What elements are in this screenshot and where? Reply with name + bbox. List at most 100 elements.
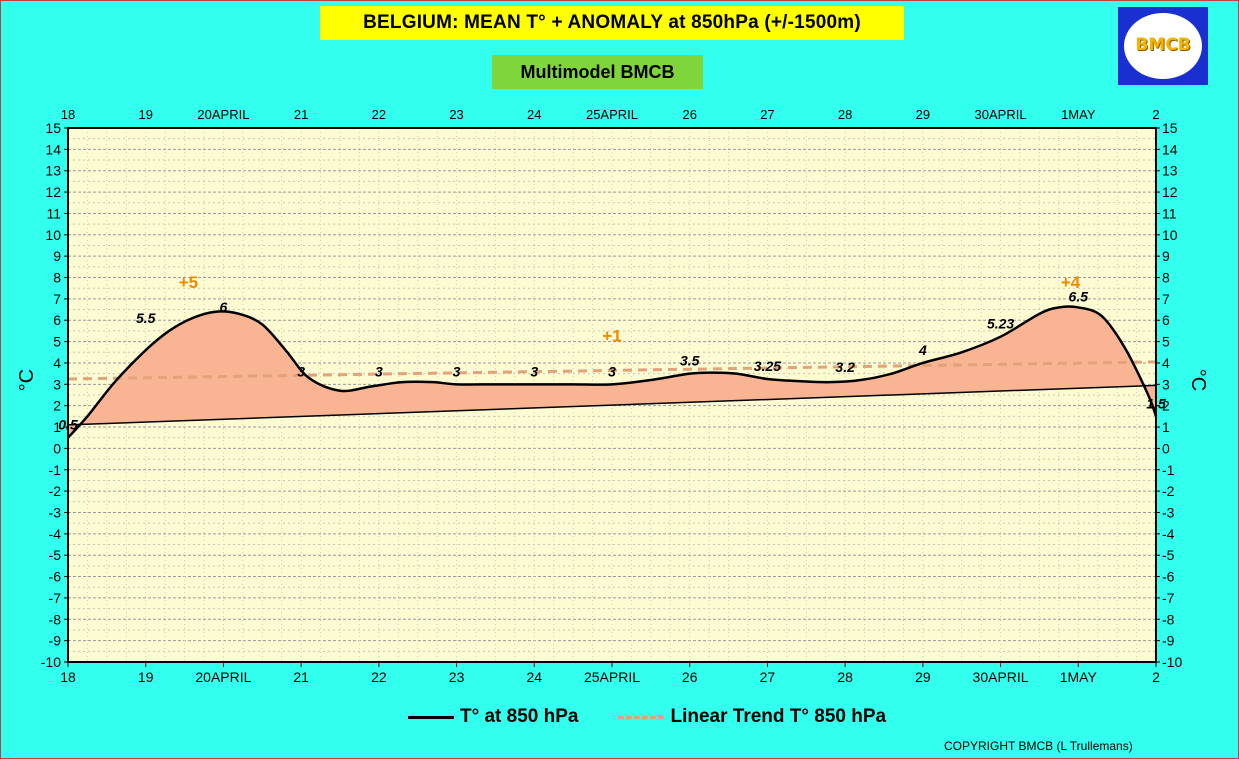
x-tick-label-bottom: 2: [1152, 669, 1160, 685]
x-tick-label-top: 21: [294, 107, 308, 122]
y-tick-label-left: 15: [45, 120, 61, 136]
x-tick-label-top: 26: [682, 107, 696, 122]
series-line-temperature: [67, 305, 1158, 439]
y-tick-label-right: 15: [1162, 120, 1178, 136]
data-labels: 0.5 5.5 6 3 3 3 3 3 3.5 3.25 3.2 4 5.23 6.5 1.5 +5 +1 +4: [58, 273, 1166, 433]
x-tick-label-bottom: 28: [837, 669, 853, 685]
y-tick-label-right: 12: [1162, 184, 1178, 200]
y-tick-label-left: 3: [53, 376, 61, 392]
y-tick-label-right: -10: [1162, 654, 1182, 670]
x-tick-label-bottom: 19: [138, 669, 154, 685]
logo-text: BMCB: [1135, 35, 1191, 55]
y-tick-label-right: 7: [1162, 291, 1170, 307]
y-tick-label-left: -9: [49, 633, 62, 649]
anomaly-area: [68, 306, 1156, 438]
series-lines: [67, 305, 1158, 439]
y-tick-label-left: 11: [46, 205, 61, 221]
anomaly-label: +5: [179, 273, 198, 292]
x-tick-label-top: 1MAY: [1061, 107, 1096, 122]
y-tick-label-right: -6: [1162, 569, 1175, 585]
data-label: 6.5: [1069, 289, 1089, 305]
x-tick-label-bottom: 24: [526, 669, 542, 685]
y-axis-title-right: °C: [1187, 369, 1209, 391]
y-tick-label-right: 13: [1162, 163, 1178, 179]
y-axis-title-left: °C: [16, 369, 38, 391]
y-tick-label-left: 7: [53, 291, 61, 307]
y-tick-label-left: -8: [49, 611, 62, 627]
copyright-text: COPYRIGHT BMCB (L Trullemans): [944, 739, 1133, 753]
x-tick-label-bottom: 30APRIL: [973, 669, 1029, 685]
logo-globe-icon: [1124, 13, 1202, 79]
y-tick-label-left: 6: [53, 312, 61, 328]
legend: T° at 850 hPa Linear Trend T° 850 hPa: [408, 704, 886, 730]
x-tick-label-bottom: 20APRIL: [195, 669, 251, 685]
y-tick-label-left: -7: [49, 590, 62, 606]
y-tick-label-right: 2: [1162, 398, 1170, 414]
data-label: 6: [220, 299, 228, 315]
y-tick-label-right: 10: [1162, 227, 1178, 243]
x-tick-label-bottom: 27: [760, 669, 776, 685]
y-tick-label-left: 1: [53, 419, 61, 435]
y-tick-label-left: -6: [49, 569, 62, 585]
x-tick-label-top: 29: [916, 107, 930, 122]
legend-label-temperature: T° at 850 hPa: [460, 706, 579, 727]
y-tick-label-right: -4: [1162, 526, 1175, 542]
y-tick-label-left: -1: [49, 462, 62, 478]
x-tick-label-top: 18: [61, 107, 75, 122]
y-tick-label-left: 12: [45, 184, 61, 200]
data-label: 3.2: [835, 359, 855, 375]
anomaly-label: +1: [602, 327, 621, 346]
series-line-trend: [67, 360, 1157, 381]
y-tick-label-right: 11: [1162, 205, 1177, 221]
data-label: 5.5: [136, 310, 156, 326]
x-tick-label-bottom: 22: [371, 669, 387, 685]
y-tick-label-right: 9: [1162, 248, 1170, 264]
data-label: 3: [375, 363, 383, 379]
y-tick-label-right: 5: [1162, 334, 1170, 350]
data-label: 3.25: [754, 358, 781, 374]
y-tick-label-right: 8: [1162, 270, 1170, 286]
axes: 1818191920APRIL20APRIL212122222323242425…: [16, 107, 1209, 685]
y-tick-label-left: 8: [53, 270, 61, 286]
y-tick-label-right: 1: [1162, 419, 1170, 435]
y-tick-label-left: 4: [53, 355, 61, 371]
x-tick-label-top: 30APRIL: [975, 107, 1027, 122]
x-tick-label-bottom: 21: [293, 669, 309, 685]
y-tick-label-left: 5: [53, 334, 61, 350]
y-tick-label-right: 14: [1162, 141, 1178, 157]
y-tick-label-left: -10: [41, 654, 61, 670]
anomaly-areas: [68, 306, 1156, 438]
x-tick-label-top: 23: [449, 107, 463, 122]
y-tick-label-left: -5: [49, 547, 62, 563]
y-tick-label-right: 0: [1162, 440, 1170, 456]
x-tick-label-bottom: 23: [449, 669, 465, 685]
y-tick-label-right: -3: [1162, 504, 1175, 520]
anomaly-label: +4: [1061, 273, 1081, 292]
y-tick-label-left: -2: [49, 483, 62, 499]
x-tick-label-top: 19: [138, 107, 152, 122]
data-label: 3: [608, 363, 616, 379]
y-tick-label-right: -7: [1162, 590, 1175, 606]
data-label: 0.5: [58, 417, 78, 433]
y-tick-label-right: -8: [1162, 611, 1175, 627]
legend-label-trend: Linear Trend T° 850 hPa: [670, 706, 887, 727]
data-label: 3: [453, 363, 461, 379]
x-tick-label-bottom: 1MAY: [1060, 669, 1098, 685]
x-tick-label-top: 2: [1152, 107, 1159, 122]
data-label: 3: [297, 363, 305, 379]
x-tick-label-top: 22: [372, 107, 386, 122]
y-tick-label-left: 13: [45, 163, 61, 179]
x-tick-label-top: 27: [760, 107, 774, 122]
y-tick-label-right: -5: [1162, 547, 1175, 563]
y-tick-label-left: 10: [45, 227, 61, 243]
y-tick-label-right: 6: [1162, 312, 1170, 328]
x-tick-label-top: 28: [838, 107, 852, 122]
bmcb-logo: BMCB: [1118, 7, 1208, 85]
y-tick-label-right: -1: [1162, 462, 1175, 478]
y-tick-label-left: 14: [45, 141, 61, 157]
legend-swatch-trend: [618, 715, 665, 719]
x-tick-label-bottom: 29: [915, 669, 931, 685]
y-tick-label-left: -3: [49, 504, 62, 520]
y-tick-label-left: 9: [53, 248, 61, 264]
